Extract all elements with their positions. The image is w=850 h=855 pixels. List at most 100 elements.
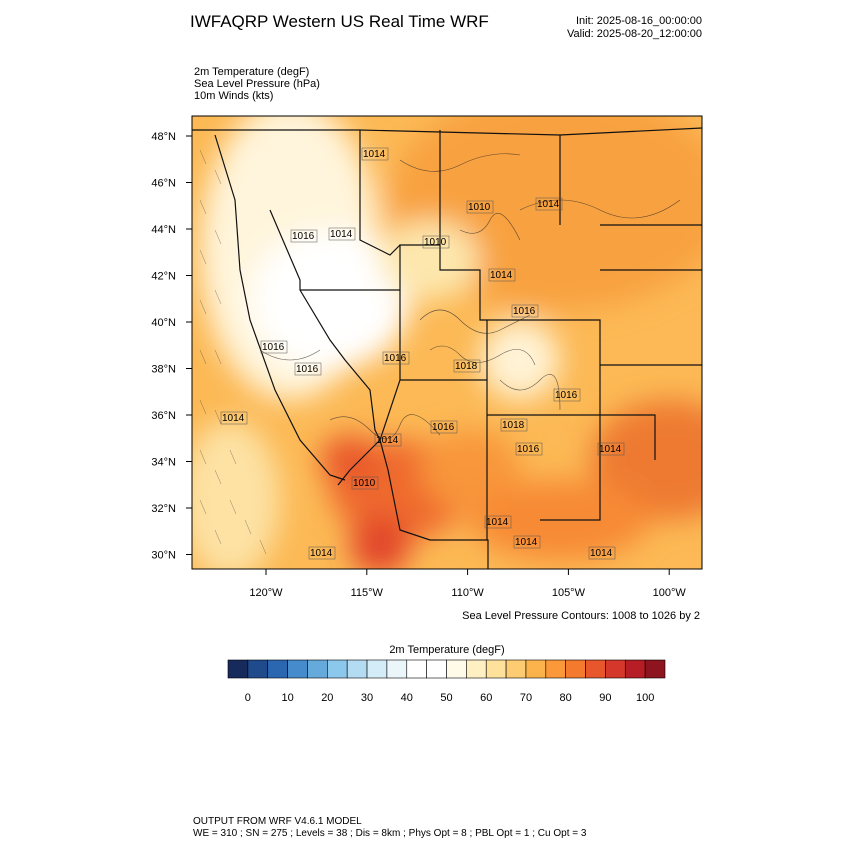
field-label: Sea Level Pressure (hPa) [194, 78, 320, 90]
lat-label: 34°N [151, 457, 176, 469]
colorbar-box [327, 659, 348, 679]
colorbar-tick-label: 40 [401, 692, 413, 704]
lat-label: 44°N [151, 224, 176, 236]
contour-label: 1014 [330, 229, 353, 240]
contour-label: 1016 [262, 342, 285, 353]
contour-label-box [294, 362, 322, 376]
contour-label-box [308, 546, 336, 560]
contour-label-box [453, 359, 481, 373]
colorbar-box [406, 659, 427, 679]
contour-label: 1014 [590, 548, 613, 559]
contour-label-box [374, 433, 402, 447]
colorbar-tick-label: 70 [520, 692, 532, 704]
lat-label: 30°N [151, 550, 176, 562]
field-label: 10m Winds (kts) [194, 90, 273, 102]
contour-note: Sea Level Pressure Contours: 1008 to 102… [462, 610, 700, 622]
colorbar-box [446, 659, 467, 679]
contour-label: 1018 [502, 420, 525, 431]
colorbar-box [426, 659, 447, 679]
colorbar-box [505, 659, 527, 679]
title: IWFAQRP Western US Real Time WRF [190, 12, 489, 31]
colorbar-tick-label: 50 [440, 692, 452, 704]
colorbar-tick-label: 90 [599, 692, 611, 704]
colorbar-tick-label: 60 [480, 692, 492, 704]
contour-label-box [290, 229, 318, 243]
contour-label-box [597, 442, 625, 456]
colorbar-tick-label: 30 [361, 692, 373, 704]
colorbar-box [545, 659, 566, 679]
contour-label: 1016 [517, 444, 540, 455]
colorbar-box [624, 659, 646, 679]
contour-label-box [328, 227, 356, 241]
colorbar-tick-label: 10 [281, 692, 293, 704]
contour-label-box [466, 200, 494, 214]
colorbar-tick-label: 0 [245, 692, 251, 704]
colorbar-box [247, 659, 269, 679]
contour-label-box [515, 442, 543, 456]
colorbar-title: 2m Temperature (degF) [389, 644, 504, 656]
contour-label-box [260, 340, 288, 354]
contour-label: 1014 [310, 548, 333, 559]
contour-label-box [484, 515, 512, 529]
contour-label-box [535, 197, 563, 211]
colorbar-box [485, 659, 507, 679]
field-label: 2m Temperature (degF) [194, 66, 309, 78]
colorbar-box [565, 659, 586, 679]
lat-label: 32°N [151, 503, 176, 515]
colorbar-tick-label: 100 [636, 692, 654, 704]
valid-time: Valid: 2025-08-20_12:00:00 [567, 28, 702, 40]
lon-label: 105°W [552, 587, 586, 599]
footer-line: WE = 310 ; SN = 275 ; Levels = 38 ; Dis … [193, 828, 587, 839]
contour-label: 1016 [513, 306, 536, 317]
contour-label-box [511, 304, 539, 318]
colorbar-box [287, 659, 308, 679]
colorbar-box [307, 659, 328, 679]
contour-label: 1016 [292, 231, 315, 242]
contour-label-box [513, 535, 541, 549]
contour-label: 1014 [490, 270, 513, 281]
contour-label-box [500, 418, 528, 432]
contour-label-box [382, 351, 410, 365]
lat-label: 46°N [151, 178, 176, 190]
lon-label: 115°W [351, 587, 384, 599]
contour-label: 1018 [455, 361, 478, 372]
lat-label: 40°N [151, 317, 176, 329]
contour-label-box [553, 388, 581, 402]
contour-label: 1014 [363, 149, 386, 160]
contour-label-box [361, 147, 389, 161]
lon-label: 110°W [451, 587, 484, 599]
colorbar-tick-label: 20 [321, 692, 333, 704]
contour-label-box [488, 268, 516, 282]
colorbar-box [466, 659, 487, 679]
contour-label: 1014 [515, 537, 538, 548]
contour-label: 1010 [424, 237, 447, 248]
contour-label: 1016 [555, 390, 578, 401]
footer-line: OUTPUT FROM WRF V4.6.1 MODEL [193, 816, 362, 827]
colorbar-tick-label: 80 [560, 692, 572, 704]
colorbar-box [366, 659, 388, 679]
map-frame [191, 115, 703, 570]
lat-label: 38°N [151, 364, 176, 376]
contour-label: 1016 [296, 364, 319, 375]
contour-label: 1016 [432, 422, 455, 433]
contour-label: 1014 [486, 517, 509, 528]
colorbar-box [525, 659, 547, 679]
colorbar-box [585, 659, 606, 679]
contour-label: 1016 [384, 353, 407, 364]
lat-label: 48°N [151, 131, 176, 143]
colorbar-box [346, 659, 368, 679]
contour-label: 1014 [222, 413, 245, 424]
contour-label: 1010 [353, 478, 376, 489]
contour-label-box [351, 476, 379, 490]
lat-label: 36°N [151, 410, 176, 422]
contour-label: 1014 [599, 444, 622, 455]
map-field: 1014 1010 1014 1016 1014 1010 1014 1016 1016 1016… [192, 116, 702, 569]
contour-label-box [588, 546, 616, 560]
contour-label-box [430, 420, 458, 434]
colorbar-box [227, 659, 249, 679]
lat-label: 42°N [151, 271, 176, 283]
lon-label: 100°W [653, 587, 687, 599]
contour-label-box [220, 411, 248, 425]
contour-label-box [422, 235, 450, 249]
